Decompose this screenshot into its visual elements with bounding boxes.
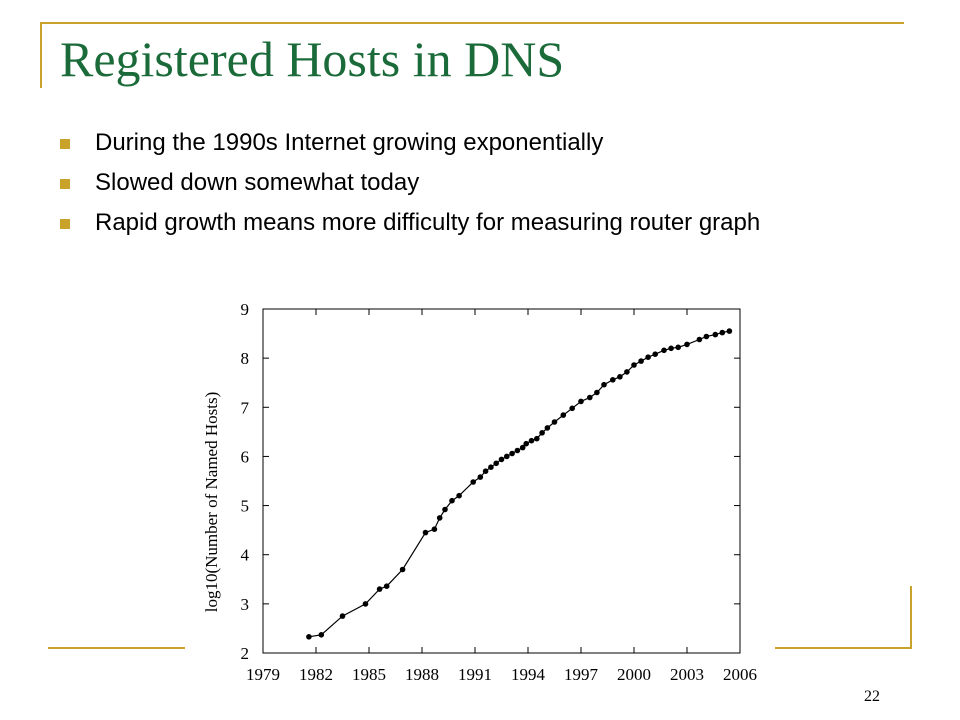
data-point [539, 430, 545, 436]
data-point [383, 583, 390, 589]
y-tick-label: 5 [241, 497, 250, 516]
data-point [523, 440, 529, 447]
data-point [703, 333, 710, 340]
x-tick-label: 1997 [564, 665, 599, 684]
data-point [422, 529, 429, 536]
data-point [470, 479, 477, 485]
x-tick-label: 1982 [299, 665, 333, 684]
square-bullet-icon [60, 179, 70, 189]
page-number: 22 [864, 688, 880, 705]
y-tick-label: 2 [241, 644, 250, 663]
data-point [675, 344, 681, 351]
y-tick-label: 4 [241, 546, 250, 565]
data-point [456, 492, 462, 499]
data-point [544, 425, 551, 431]
hosts-line-chart: log10(Number of Named Hosts) 1979 1982 198… [185, 292, 775, 692]
x-tick-label: 1988 [405, 665, 439, 684]
data-point [519, 444, 526, 451]
data-point [578, 398, 584, 405]
data-point [661, 347, 667, 354]
x-tick-label: 1979 [246, 665, 280, 684]
data-point [534, 435, 540, 442]
bullet-text: Rapid growth means more difficulty for m… [95, 209, 761, 236]
data-point [339, 613, 346, 619]
data-point [594, 389, 600, 396]
bullet-text: Slowed down somewhat today [95, 169, 420, 196]
y-tick-label: 6 [241, 447, 250, 466]
bullet-item: Rapid growth means more difficulty for m… [58, 208, 898, 238]
y-axis-label: log10(Number of Named Hosts) [202, 392, 221, 613]
x-tick-label: 2000 [617, 665, 651, 684]
x-tick-label: 1991 [458, 665, 492, 684]
data-point [504, 453, 510, 460]
right-border-line [910, 586, 912, 649]
data-point [482, 468, 489, 474]
y-tick-label: 9 [241, 300, 250, 319]
data-point [587, 394, 593, 401]
data-point [560, 412, 567, 418]
data-point [652, 351, 658, 357]
data-point [442, 506, 448, 513]
data-point [684, 341, 690, 348]
square-bullet-icon [60, 139, 70, 149]
x-tick-label: 1985 [352, 665, 386, 684]
data-point [601, 381, 607, 388]
y-tick-label: 3 [241, 595, 250, 614]
data-point [645, 354, 651, 360]
data-point [493, 460, 500, 467]
data-point [624, 369, 630, 375]
x-tick-label: 2006 [723, 665, 757, 684]
data-point [318, 632, 325, 638]
left-border-line [40, 22, 42, 88]
data-point [719, 329, 726, 336]
data-point [551, 419, 558, 425]
data-point [610, 377, 616, 383]
plot-frame [262, 308, 741, 654]
x-tick-label: 1994 [511, 665, 546, 684]
data-point [668, 345, 674, 352]
data-point [449, 497, 455, 504]
data-point [712, 331, 719, 338]
data-point [726, 328, 733, 334]
bullet-list: During the 1990s Internet growing expone… [58, 128, 898, 248]
chart-background [185, 292, 775, 692]
bullet-text: During the 1990s Internet growing expone… [95, 129, 604, 156]
data-point [528, 437, 535, 444]
data-point [638, 358, 644, 364]
data-point [498, 456, 505, 463]
data-point [362, 601, 369, 607]
data-point [477, 474, 484, 480]
data-point [488, 464, 494, 470]
slide-title: Registered Hosts in DNS [60, 31, 565, 87]
data-point [617, 374, 623, 380]
data-point [696, 336, 703, 343]
y-tick-label: 8 [241, 349, 250, 368]
top-border-line [40, 22, 904, 24]
y-tick-label: 7 [241, 398, 250, 417]
data-point [431, 526, 438, 532]
data-point [631, 362, 637, 368]
bullet-item: During the 1990s Internet growing expone… [58, 128, 898, 158]
square-bullet-icon [60, 219, 70, 229]
data-point [569, 405, 575, 412]
bullet-item: Slowed down somewhat today [58, 168, 898, 198]
data-point [306, 634, 312, 640]
x-tick-label: 2003 [670, 665, 704, 684]
data-point [509, 450, 515, 457]
data-point [376, 586, 383, 592]
data-point [514, 447, 521, 454]
data-point [436, 515, 443, 521]
data-point [399, 566, 406, 573]
